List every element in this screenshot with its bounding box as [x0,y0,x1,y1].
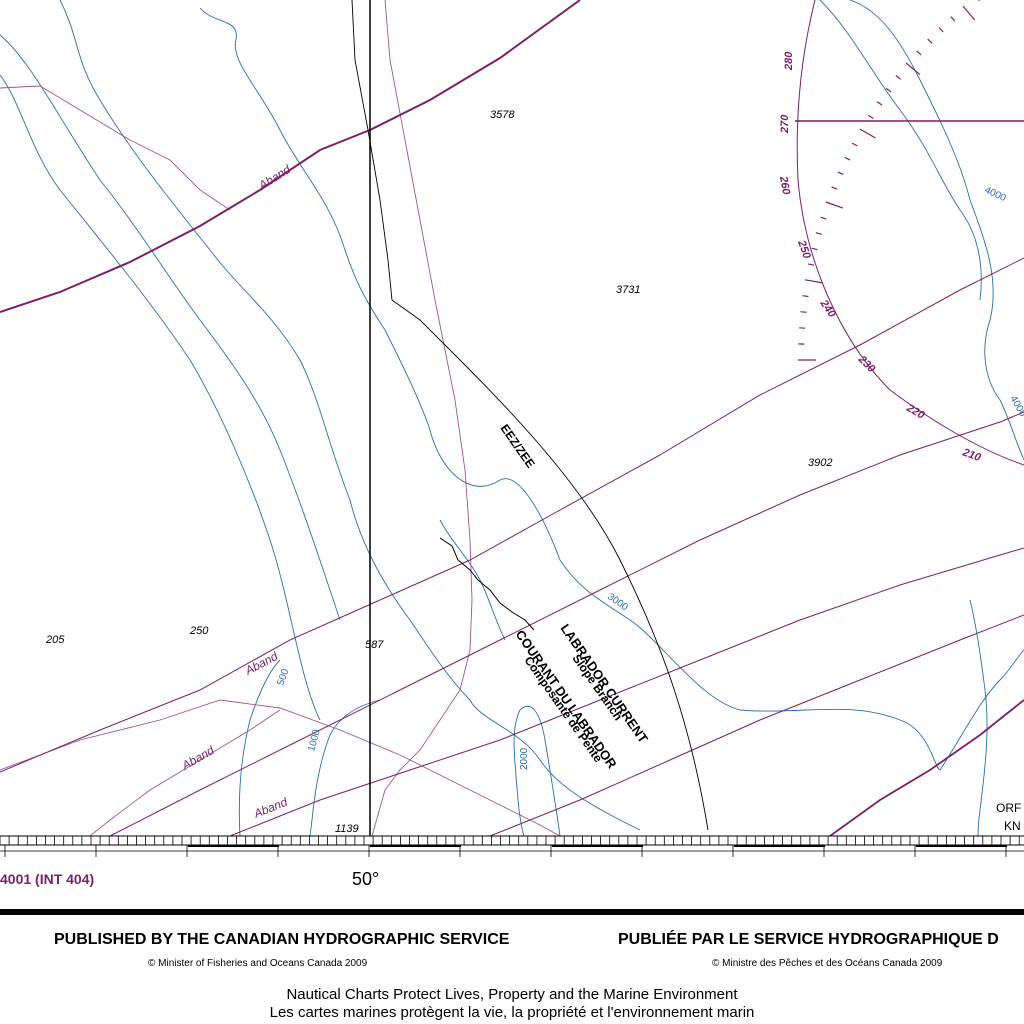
footer-rule [0,909,1024,915]
zigzag-boundary [0,85,231,211]
cables [0,0,1024,836]
edge-label-line2: KN [1004,819,1021,833]
depth-contour [0,74,321,721]
sounding: 3578 [490,109,515,121]
depth-contour-label: 2000 [519,747,530,770]
zigzag-boundary [0,699,561,836]
current-labels: LABRADOR CURRENT Slope Branch COURANT DU… [513,621,652,772]
compass-rose [796,0,1024,466]
compass-ticks [798,0,980,361]
motto-fr: Les cartes marines protègent la vie, la … [269,1004,755,1021]
cable-line [0,0,581,313]
depth-contour [59,0,641,831]
zigzag-boundaries [0,0,561,836]
eez-boundary [351,0,709,831]
depth-labels: 4000 4000 3000 2000 1000 500 [275,185,1024,770]
sounding: 250 [189,625,209,637]
cable-labels: Aband Aband Aband Aband [179,162,294,821]
depth-contour [238,659,281,836]
depth-contour [969,599,988,836]
compass-degree: 220 [904,402,928,423]
chart-reference-number: 4001 (INT 404) [0,871,95,887]
eez-label: EEZ/ZEE [498,422,538,471]
sounding: 1139 [335,823,359,835]
compass-degree: 280 [783,51,795,71]
copyright-fr: © Ministre des Pêches et des Océans Cana… [712,958,943,969]
depth-contours [0,0,1024,836]
cable-line [829,699,1024,836]
depth-contour [199,7,1024,771]
cable-label: Aband [179,743,217,773]
depth-contour-label: 500 [275,667,291,687]
sounding: 3902 [808,457,832,469]
zigzag-boundary [89,709,281,836]
compass-degree: 270 [779,114,791,134]
depth-contour [819,0,982,301]
compass-numbers: 280 270 260 250 240 230 220 210 [777,51,983,465]
cable-label: Aband [255,162,293,193]
cable-label: Aband [242,649,280,678]
depth-contour [439,519,506,641]
zigzag-boundary [371,0,473,836]
sounding: 205 [45,634,65,646]
sounding: 587 [365,639,384,651]
depth-contour-label: 1000 [306,728,322,753]
depth-contour [309,699,381,836]
edge-inset-box [990,796,1024,836]
cable-line [109,411,1024,836]
depth-contour [849,0,1024,461]
motto-en: Nautical Charts Protect Lives, Property … [286,986,738,1003]
longitude-label: 50° [352,869,380,889]
depth-contour [513,705,561,836]
border-scale [0,835,1024,857]
cable-label: Aband [251,795,290,821]
compass-degree: 210 [960,446,983,464]
depth-contour [0,34,341,621]
published-en: PUBLISHED BY THE CANADIAN HYDROGRAPHIC S… [54,931,510,948]
compass-degree: 240 [817,297,838,320]
sounding: 3731 [616,284,640,296]
soundings: 3578 3731 3902 205 250 587 1139 [45,109,832,835]
edge-label-line1: ORF [996,801,1021,815]
compass-degree: 250 [795,238,813,261]
copyright-en: © Minister of Fisheries and Oceans Canad… [148,958,368,969]
published-fr: PUBLIÉE PAR LE SERVICE HYDROGRAPHIQUE D [618,931,999,948]
current-arrow [439,537,535,631]
cable-line [489,614,1024,836]
cable-line [229,547,1024,836]
depth-contour-label: 3000 [605,591,630,613]
depth-contour-label: 4000 [983,185,1008,205]
compass-degree: 260 [777,174,792,196]
cable-line [0,257,1024,773]
compass-degree: 230 [855,353,878,376]
